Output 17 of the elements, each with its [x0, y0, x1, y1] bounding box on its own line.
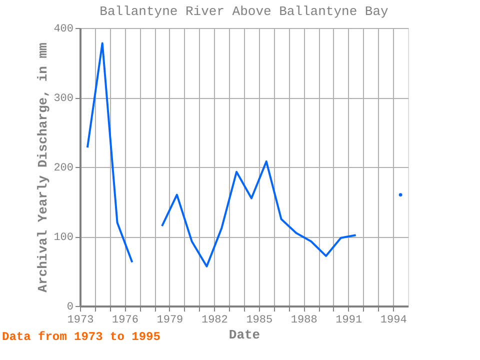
y-tick-label: 200	[54, 162, 74, 174]
y-tick-label: 400	[54, 24, 74, 36]
x-tick-label: 1994	[380, 314, 408, 326]
y-tick-label: 300	[54, 93, 74, 105]
y-tick-label: 0	[66, 302, 74, 314]
x-tick-label: 1988	[290, 314, 318, 326]
text: Data from 1973 to 1995	[2, 330, 160, 344]
x-tick-label: 1982	[201, 314, 228, 326]
chart-title: Ballantyne River Above Ballantyne Bay	[100, 4, 389, 19]
y-tick-label: 100	[54, 232, 74, 244]
y-axis-title: Archival Yearly Discharge, in mm	[36, 42, 51, 292]
x-axis-title: Date	[228, 328, 260, 342]
x-tick-label: 1976	[112, 314, 138, 326]
x-tick-label: 1973	[67, 314, 94, 326]
x-tick-label: 1979	[156, 314, 184, 326]
x-tick-label: 1991	[336, 314, 362, 326]
x-tick-label: 1985	[246, 314, 273, 326]
